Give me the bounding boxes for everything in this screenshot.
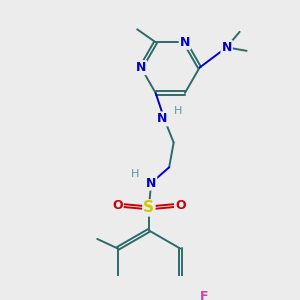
Text: N: N <box>146 177 156 190</box>
Text: N: N <box>180 36 190 49</box>
Text: N: N <box>136 61 146 74</box>
Text: N: N <box>221 41 232 54</box>
Text: H: H <box>131 169 140 179</box>
Text: F: F <box>200 290 209 300</box>
Text: S: S <box>143 200 155 215</box>
Text: O: O <box>112 199 123 212</box>
Text: O: O <box>175 199 186 212</box>
Text: N: N <box>157 112 168 125</box>
Text: H: H <box>174 106 182 116</box>
